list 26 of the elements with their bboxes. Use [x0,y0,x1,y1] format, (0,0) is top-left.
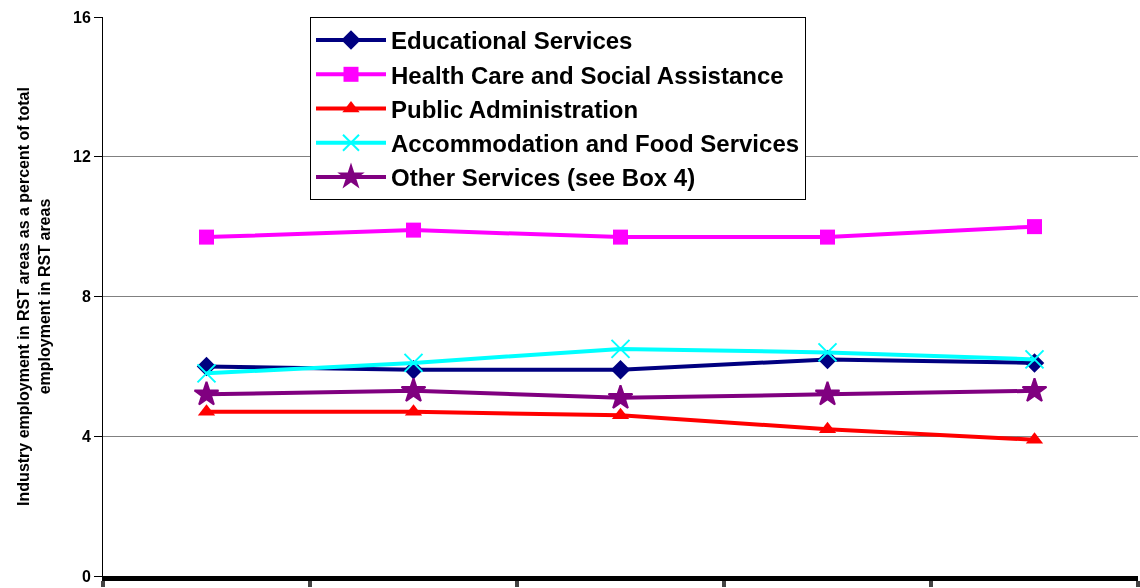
y-tick-label: 8 [81,288,91,306]
legend-label: Public Administration [391,95,639,123]
point [406,222,421,238]
point [193,380,220,406]
point [403,352,424,373]
y-tick-label: 12 [73,148,91,166]
point [1021,377,1048,403]
point [1027,219,1042,235]
point [199,229,214,245]
point [814,380,841,406]
point [610,360,631,380]
y-axis-title: Industry employment in RST areas as a percent of total employment in RST areas [15,87,53,506]
y-tick-label: 0 [81,567,91,585]
legend-label: Educational Services [391,27,633,55]
point [817,342,838,363]
legend-label: Accommodation and Food Services [391,130,800,158]
point [196,363,217,384]
point [820,229,835,245]
point [400,377,427,403]
y-tick-label: 4 [81,427,91,445]
point [613,229,628,245]
legend-label: Other Services (see Box 4) [391,164,696,192]
legend-label: Health Care and Social Assistance [391,61,784,89]
point [607,384,634,410]
point [610,338,631,359]
y-tick-label: 16 [73,8,91,26]
